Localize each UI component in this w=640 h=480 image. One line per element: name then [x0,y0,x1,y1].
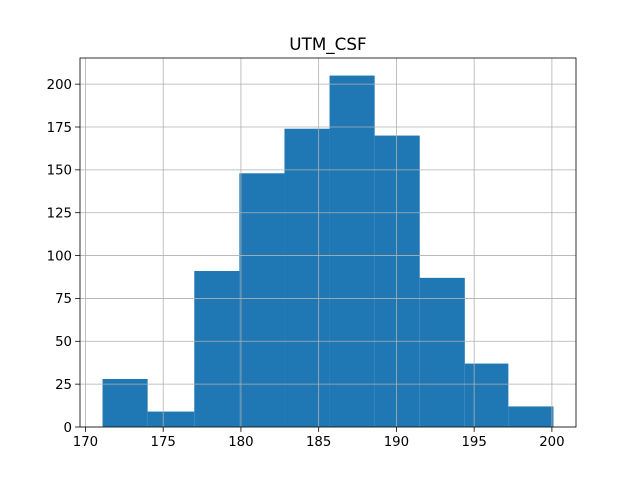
histogram-bar-6 [374,135,420,428]
y-tick-label: 125 [47,207,72,222]
x-tick-label: 190 [384,435,409,450]
y-tick-label: 50 [55,335,72,350]
histogram-bar-5 [329,75,375,428]
chart-title: UTM_CSF [289,34,366,55]
x-tick-label: 180 [228,435,253,450]
y-tick-label: 175 [47,121,72,136]
plot-frame [79,57,577,428]
y-tick-label: 25 [55,378,72,393]
histogram-bar-0 [102,379,148,427]
x-gridlines [85,58,553,427]
x-tick-label: 200 [539,435,564,450]
histogram-bar-4 [284,128,330,427]
histogram-bar-7 [419,277,465,427]
y-gridlines [80,83,576,428]
x-axis-ticks: 170 175 180 185 190 195 200 [73,427,565,450]
x-tick-label: 170 [73,435,98,450]
y-tick-label: 150 [47,164,72,179]
histogram-bar-9 [508,406,554,427]
histogram-bars [102,75,554,428]
x-tick-label: 175 [150,435,175,450]
y-axis-ticks: 0 25 50 75 100 125 150 175 200 [47,78,80,436]
histogram-bar-8 [464,363,509,427]
y-tick-label: 0 [64,421,72,436]
y-tick-label: 75 [55,292,72,307]
y-tick-label: 200 [47,78,72,93]
x-tick-label: 185 [306,435,331,450]
histogram-bar-3 [239,173,285,427]
histogram-bar-1 [147,411,195,427]
y-tick-label: 100 [47,249,72,264]
x-tick-label: 195 [461,435,486,450]
histogram-bar-2 [194,271,240,427]
